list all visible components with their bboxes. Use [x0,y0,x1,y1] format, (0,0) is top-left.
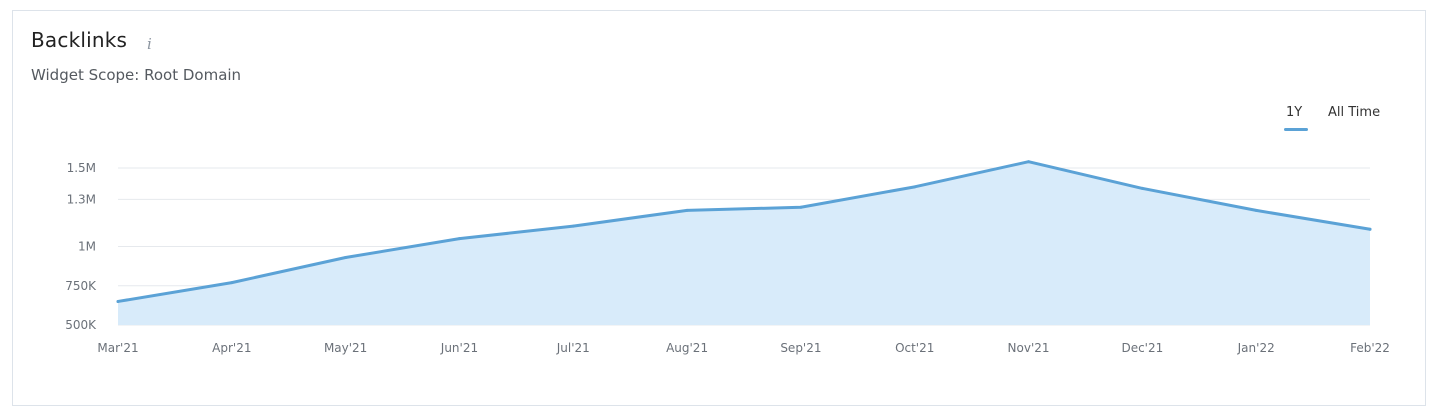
data-point [799,205,803,209]
x-tick-label: Jan'22 [1237,341,1275,355]
active-tab-indicator [1284,128,1308,131]
x-tick-label: Nov'21 [1008,341,1050,355]
x-tick-label: Dec'21 [1121,341,1163,355]
x-tick-label: Jul'21 [556,341,590,355]
data-point [1027,160,1031,164]
y-tick-label: 500K [65,318,97,332]
data-point [685,208,689,212]
area-fill [118,161,1370,325]
data-point [571,224,575,228]
data-point [457,237,461,241]
y-tick-label: 750K [65,279,97,293]
x-tick-label: Mar'21 [97,341,138,355]
x-tick-label: Feb'22 [1350,341,1390,355]
backlinks-series-line [116,160,1372,303]
y-tick-label: 1.5M [67,161,96,175]
x-tick-label: Oct'21 [895,341,934,355]
widget-scope-label: Widget Scope: Root Domain [31,66,242,84]
y-tick-label: 1M [78,240,96,254]
data-point [1140,186,1144,190]
data-point [1368,227,1372,231]
tab-all-time[interactable]: All Time [1328,105,1381,120]
x-tick-label: Apr'21 [212,341,251,355]
x-tick-label: Jun'21 [440,341,478,355]
x-tick-label: Aug'21 [666,341,708,355]
data-point [913,185,917,189]
data-point [116,299,120,303]
y-tick-label: 1.3M [67,192,96,206]
tab-1y[interactable]: 1Y [1286,105,1303,120]
widget-title: Backlinks [31,28,128,52]
x-tick-label: May'21 [324,341,367,355]
x-tick-label: Sep'21 [780,341,821,355]
data-point [230,281,234,285]
info-icon[interactable]: i [147,35,152,53]
data-point [1254,208,1258,212]
data-point [344,255,348,259]
